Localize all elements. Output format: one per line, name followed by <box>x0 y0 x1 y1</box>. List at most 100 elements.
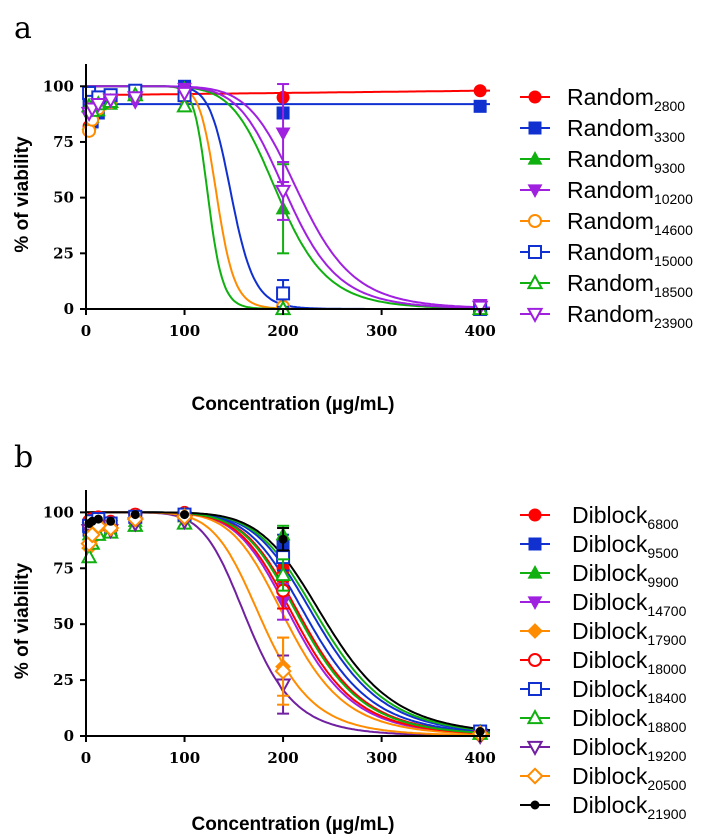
data-point <box>473 99 487 113</box>
data-point <box>275 127 291 141</box>
legend-marker <box>526 709 544 725</box>
legend-label: Diblock18800 <box>572 705 687 735</box>
legend-label: Diblock18000 <box>572 647 687 677</box>
data-point <box>82 123 97 138</box>
data-point <box>274 662 292 680</box>
legend-entry: Random2800 <box>520 84 685 114</box>
legend-label: Diblock14700 <box>572 589 687 619</box>
x-tick-label: 400 <box>464 322 495 340</box>
legend-marker <box>530 800 540 810</box>
legend-marker <box>526 767 544 785</box>
data-point <box>176 97 193 113</box>
legend-marker <box>528 508 542 522</box>
y-tick-label: 25 <box>53 671 74 689</box>
legend-marker <box>528 90 542 104</box>
fit-curve-8 <box>86 85 490 310</box>
data-point <box>130 510 140 520</box>
legend-entry: Random15000 <box>520 239 693 269</box>
legend-label: Random10200 <box>567 177 693 207</box>
y-tick-label: 0 <box>64 300 74 318</box>
data-point <box>180 510 190 520</box>
legend-entry: Diblock17900 <box>520 618 687 648</box>
y-tick-label: 0 <box>64 727 74 745</box>
legend-marker <box>526 740 544 756</box>
legend-entry: Diblock19200 <box>520 734 687 764</box>
legend-marker <box>528 537 542 551</box>
x-tick-label: 0 <box>81 322 91 340</box>
data-point <box>471 300 489 316</box>
data-point <box>90 97 107 114</box>
legend-label: Diblock20500 <box>572 763 687 793</box>
legend-label: Random2800 <box>567 84 685 114</box>
legend-entry: Diblock6800 <box>520 502 679 532</box>
series-random-14600 <box>82 88 488 316</box>
legend-entry: Diblock9900 <box>520 560 679 590</box>
legend-entry: Random18500 <box>520 270 693 300</box>
y-axis-label: % of viability <box>12 136 33 253</box>
legend-entry: Diblock20500 <box>520 763 687 793</box>
x-tick-label: 100 <box>169 322 200 340</box>
x-tick-label: 300 <box>366 322 397 340</box>
x-axis-label: Concentration (µg/mL) <box>191 394 394 415</box>
legend-entry: Diblock18800 <box>520 705 687 735</box>
legend-entry: Diblock9500 <box>520 531 679 561</box>
legend-label: Random9300 <box>567 146 685 176</box>
legend-label: Diblock18400 <box>572 676 687 706</box>
y-tick-label: 100 <box>43 77 74 95</box>
data-point <box>106 516 116 526</box>
legend-label: Diblock9900 <box>572 560 679 590</box>
legend-marker <box>527 623 543 639</box>
legend-marker <box>528 121 542 135</box>
y-tick-label: 100 <box>43 503 74 521</box>
legend-entry: Diblock18400 <box>520 676 687 706</box>
x-tick-label: 0 <box>81 749 91 767</box>
legend-marker <box>528 653 542 667</box>
legend-label: Diblock6800 <box>572 502 679 532</box>
chart-panel-a: 0 25 50 75 100 0 100 200 300 400 Concentration (µg… <box>12 64 693 415</box>
y-tick-label: 75 <box>53 133 74 151</box>
legend-label: Random23900 <box>567 301 693 331</box>
y-axis-label: % of viability <box>12 563 33 680</box>
data-point <box>278 534 288 544</box>
data-point <box>126 91 144 107</box>
panel-letter-a: a <box>14 11 32 46</box>
legend-marker <box>528 682 542 696</box>
legend-label: Random3300 <box>567 115 685 145</box>
data-point <box>102 519 120 537</box>
data-point <box>475 727 485 737</box>
data-point <box>276 286 291 301</box>
legend-label: Random15000 <box>567 239 693 269</box>
x-tick-label: 200 <box>267 322 298 340</box>
fit-curve-1 <box>86 89 490 97</box>
legend-marker <box>527 151 543 165</box>
axes: 0 25 50 75 100 0 100 200 300 400 Concentration (µg… <box>12 490 496 835</box>
chart-panel-b: 0 25 50 75 100 0 100 200 300 400 Concentration (µg… <box>12 490 687 835</box>
legend-entry: Random9300 <box>520 146 685 176</box>
legend: Random2800Random3300Random9300Random1020… <box>520 84 693 331</box>
data-point <box>176 86 193 102</box>
data-point <box>274 566 292 582</box>
x-tick-label: 300 <box>366 749 397 767</box>
legend-marker <box>527 596 543 610</box>
data-point <box>473 84 487 98</box>
x-axis-label: Concentration (µg/mL) <box>191 814 394 835</box>
legend-entry: Diblock18000 <box>520 647 687 677</box>
legend-entry: Diblock21900 <box>520 792 687 822</box>
series-random-23900 <box>80 86 489 316</box>
legend-entry: Diblock14700 <box>520 589 687 619</box>
x-tick-label: 400 <box>464 749 495 767</box>
fit-curves <box>86 511 491 737</box>
y-tick-label: 50 <box>53 189 74 207</box>
legend-label: Diblock17900 <box>572 618 687 648</box>
legend-entry: Random3300 <box>520 115 685 145</box>
legend-entry: Random10200 <box>520 177 693 207</box>
x-tick-label: 200 <box>267 749 298 767</box>
x-tick-label: 100 <box>169 749 200 767</box>
legend-label: Diblock19200 <box>572 734 687 764</box>
legend-label: Random14600 <box>567 208 693 238</box>
y-tick-label: 75 <box>53 559 74 577</box>
y-tick-label: 25 <box>53 244 74 262</box>
legend-marker <box>526 274 544 290</box>
data-point <box>93 514 103 524</box>
